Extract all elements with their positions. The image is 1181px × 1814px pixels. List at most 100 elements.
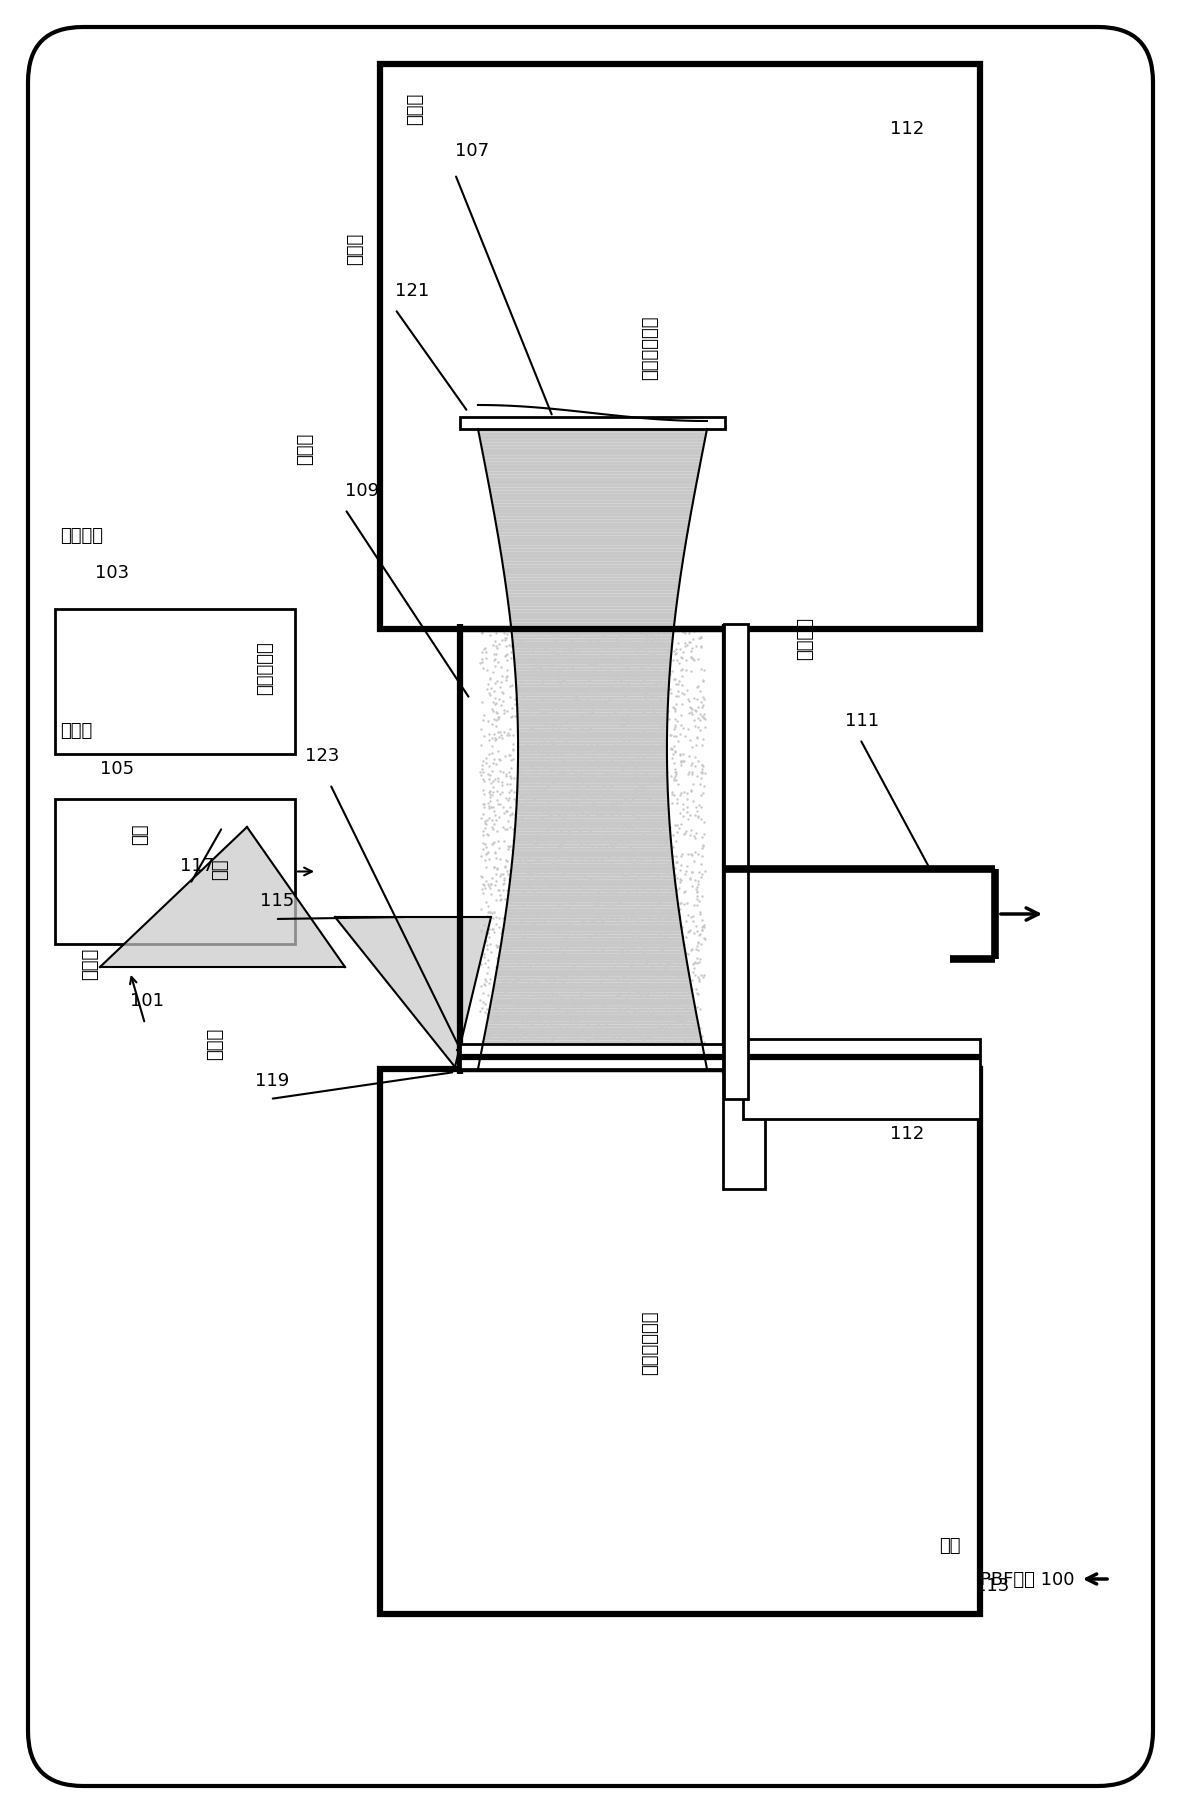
Point: [663, 992, 681, 1021]
Point: [552, 671, 570, 700]
Point: [655, 851, 674, 880]
Point: [568, 637, 587, 666]
Text: 粉末床容器壁: 粉末床容器壁: [641, 1310, 659, 1373]
Point: [550, 709, 569, 738]
Point: [593, 874, 612, 903]
Point: [528, 736, 547, 766]
Point: [580, 1048, 599, 1078]
Point: [588, 629, 607, 658]
Point: [648, 624, 667, 653]
Point: [496, 642, 515, 671]
Point: [585, 863, 603, 892]
Point: [560, 894, 579, 923]
Point: [666, 1018, 685, 1047]
Point: [549, 844, 568, 873]
Point: [476, 639, 495, 668]
Point: [575, 1032, 594, 1061]
Point: [686, 1000, 705, 1029]
Point: [640, 1048, 659, 1078]
Point: [508, 758, 527, 787]
Point: [476, 927, 495, 956]
Point: [568, 684, 587, 713]
Point: [595, 885, 614, 914]
Point: [635, 954, 654, 983]
Point: [523, 637, 542, 666]
Point: [677, 994, 696, 1023]
Point: [683, 858, 702, 887]
Point: [501, 1029, 520, 1058]
Point: [686, 1018, 705, 1047]
Point: [687, 980, 706, 1009]
Point: [639, 1001, 658, 1030]
Point: [628, 883, 647, 912]
Point: [637, 949, 655, 978]
Point: [487, 970, 505, 1000]
Point: [647, 961, 666, 990]
Point: [534, 1030, 553, 1059]
Point: [585, 649, 603, 678]
Point: [632, 945, 651, 974]
Point: [684, 951, 703, 980]
Point: [557, 713, 576, 742]
Point: [522, 805, 541, 834]
Point: [476, 744, 495, 773]
Point: [633, 747, 652, 776]
Point: [523, 1034, 542, 1063]
Point: [573, 700, 592, 729]
Point: [516, 762, 535, 791]
Point: [587, 918, 606, 947]
Point: [529, 1007, 548, 1036]
Text: 腔室: 腔室: [939, 1536, 961, 1555]
Point: [539, 967, 557, 996]
Point: [644, 697, 663, 726]
Point: [515, 992, 534, 1021]
Point: [592, 1014, 611, 1043]
Point: [508, 793, 527, 822]
Point: [637, 896, 655, 925]
Point: [562, 653, 581, 682]
Point: [664, 646, 683, 675]
Point: [654, 976, 673, 1005]
Point: [598, 1009, 616, 1038]
Point: [495, 867, 514, 896]
Point: [654, 726, 673, 755]
Point: [660, 722, 679, 751]
Point: [492, 767, 511, 796]
Point: [621, 818, 640, 847]
Point: [657, 740, 676, 769]
Point: [582, 718, 601, 747]
Point: [496, 666, 515, 695]
Point: [489, 722, 508, 751]
Point: [690, 900, 709, 929]
Point: [672, 927, 691, 956]
Point: [570, 807, 589, 836]
Point: [560, 929, 579, 958]
Point: [683, 858, 702, 887]
Point: [619, 1016, 638, 1045]
Point: [631, 931, 650, 960]
Point: [615, 682, 634, 711]
Point: [627, 764, 646, 793]
Point: [496, 903, 515, 932]
Point: [531, 851, 550, 880]
Point: [500, 865, 518, 894]
Point: [635, 1005, 654, 1034]
Point: [523, 646, 542, 675]
Point: [689, 927, 707, 956]
Point: [546, 689, 565, 718]
Point: [579, 1010, 598, 1039]
Point: [588, 702, 607, 731]
Point: [627, 742, 646, 771]
Point: [652, 1012, 671, 1041]
Point: [513, 791, 531, 820]
Point: [653, 704, 672, 733]
Point: [495, 619, 514, 648]
Point: [622, 965, 641, 994]
Point: [585, 1032, 603, 1061]
Point: [625, 1023, 644, 1052]
Point: [491, 1016, 510, 1045]
Point: [578, 718, 596, 747]
Point: [472, 751, 491, 780]
Point: [511, 805, 530, 834]
Point: [554, 923, 573, 952]
